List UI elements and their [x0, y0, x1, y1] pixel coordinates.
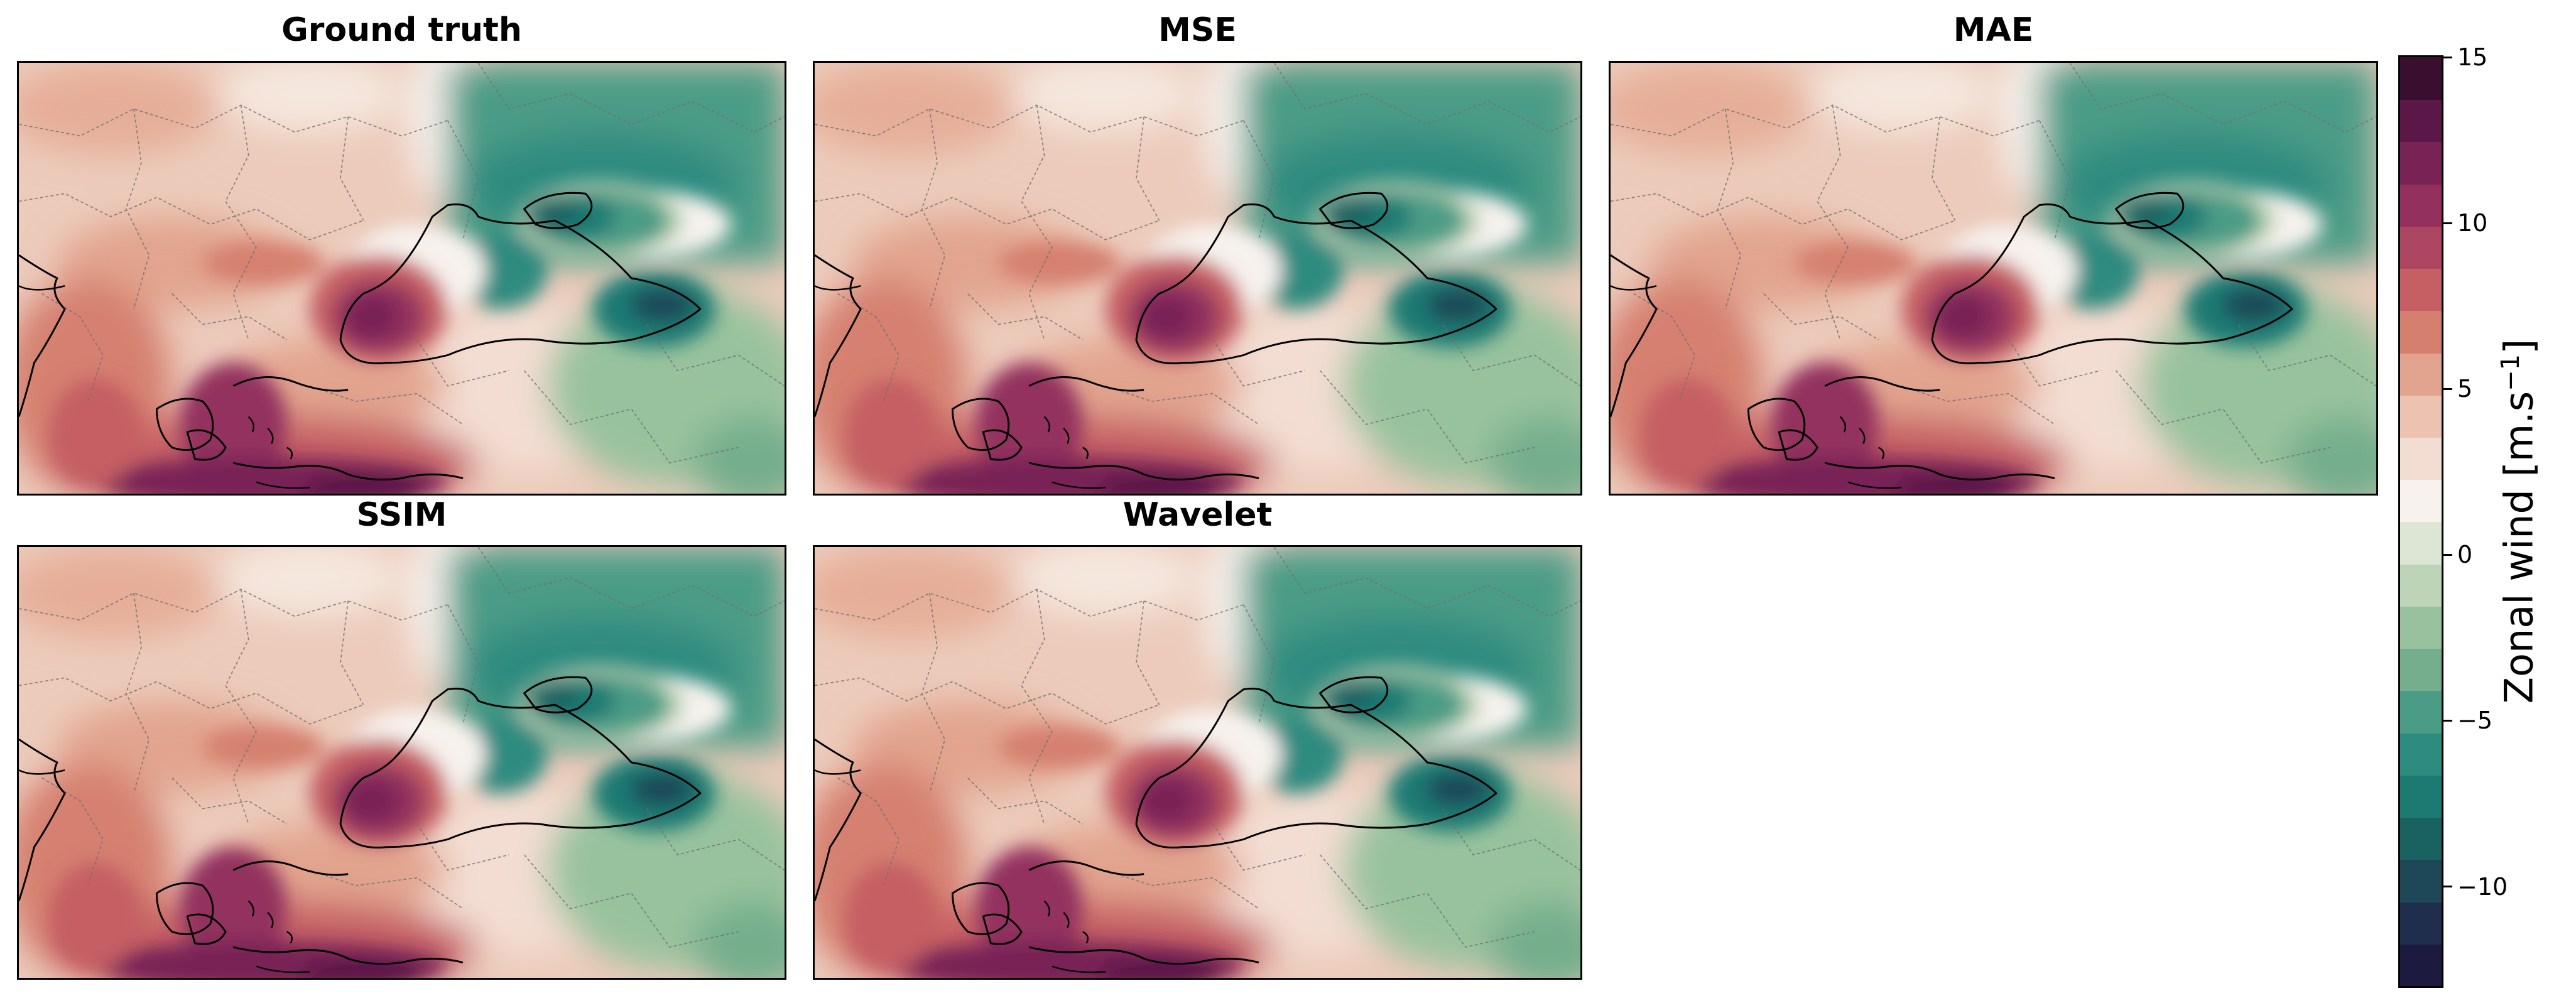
panel-ground-truth: Ground truth [17, 0, 786, 496]
colorbar-segment [2400, 943, 2442, 986]
colorbar-segment [2400, 648, 2442, 691]
colorbar-segment [2400, 732, 2442, 776]
colorbar [2398, 55, 2443, 988]
colorbar-tick [2443, 886, 2452, 888]
colorbar-segment [2400, 437, 2442, 480]
map-mae [1609, 61, 2378, 496]
colorbar-segment [2400, 183, 2442, 227]
colorbar-tick-label: 15 [2457, 43, 2488, 71]
colorbar-segment [2400, 521, 2442, 565]
map-ground-truth [17, 61, 786, 496]
colorbar-segment [2400, 901, 2442, 945]
colorbar-segment [2400, 605, 2442, 649]
panel-title: Wavelet [1122, 496, 1273, 534]
colorbar-segment [2400, 394, 2442, 438]
colorbar-label-text: Zonal wind [m.s [2496, 391, 2542, 704]
colorbar-tick-label: 5 [2457, 375, 2473, 403]
map-mse [813, 61, 1582, 496]
colorbar-segment [2400, 817, 2442, 860]
colorbar-label-exponent: −1 [2496, 354, 2525, 391]
colorbar-tick-label: 0 [2457, 541, 2473, 569]
map-graphic [19, 547, 785, 978]
colorbar-segment [2400, 563, 2442, 607]
colorbar-title: Zonal wind [m.s−1] [2496, 339, 2542, 704]
colorbar-segment [2400, 479, 2442, 523]
colorbar-label-close: ] [2496, 339, 2542, 354]
panel-title: MAE [1953, 11, 2034, 49]
colorbar-segment [2400, 268, 2442, 312]
panel-title: Ground truth [281, 11, 522, 49]
colorbar-tick-label: −10 [2457, 872, 2508, 901]
colorbar-segment [2400, 99, 2442, 143]
colorbar-tick [2443, 388, 2452, 390]
colorbar-segment [2400, 352, 2442, 396]
colorbar-tick [2443, 56, 2452, 58]
colorbar-tick [2443, 222, 2452, 224]
panel-mse: MSE [813, 0, 1582, 496]
panel-mae: MAE [1609, 0, 2378, 496]
map-graphic [815, 63, 1580, 494]
colorbar-segment [2400, 774, 2442, 818]
colorbar-tick [2443, 553, 2452, 556]
colorbar-tick-label: 10 [2457, 209, 2488, 237]
panel-title: MSE [1158, 11, 1237, 49]
panel-ssim: SSIM [17, 484, 786, 986]
map-ssim [17, 545, 786, 980]
colorbar-segment [2400, 690, 2442, 734]
colorbar-segment [2400, 57, 2442, 100]
colorbar-segment [2400, 225, 2442, 269]
colorbar-segment [2400, 310, 2442, 354]
panel-wavelet: Wavelet [813, 484, 1582, 986]
colorbar-segment [2400, 859, 2442, 903]
map-graphic [1611, 63, 2376, 494]
map-graphic [815, 547, 1580, 978]
map-graphic [19, 63, 785, 494]
colorbar-segment [2400, 141, 2442, 185]
map-wavelet [813, 545, 1582, 980]
panel-title: SSIM [356, 496, 447, 534]
colorbar-tick-label: −5 [2457, 707, 2493, 735]
colorbar-tick [2443, 719, 2452, 722]
